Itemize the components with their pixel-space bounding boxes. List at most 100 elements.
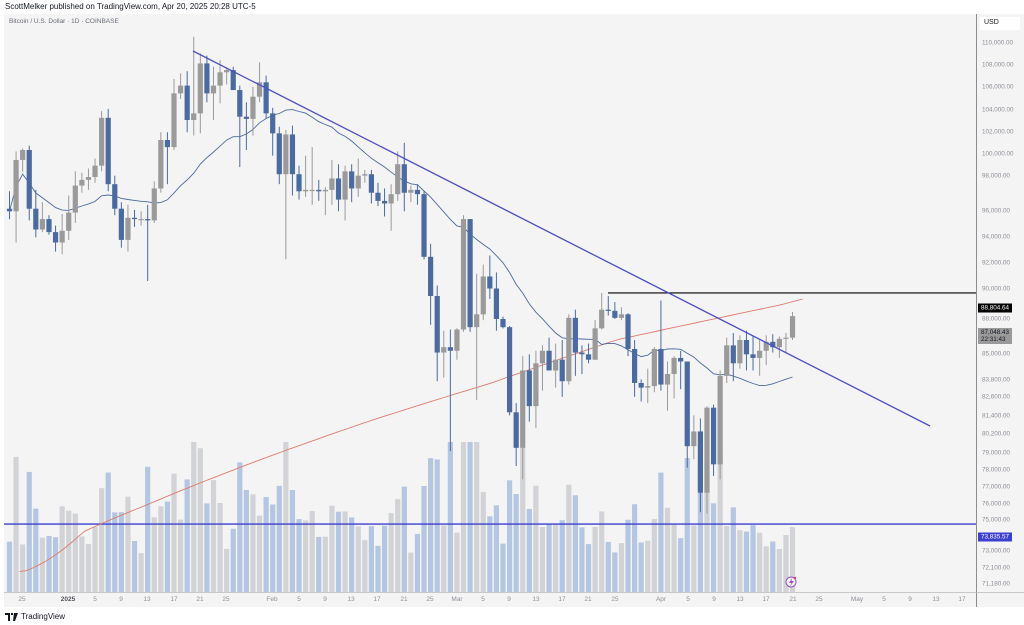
candle-body bbox=[381, 200, 388, 204]
price-tick: 76,000.00 bbox=[982, 500, 1011, 508]
candle-body bbox=[757, 350, 763, 358]
candle-body bbox=[487, 276, 493, 289]
volume-bar bbox=[92, 526, 98, 592]
volume-bar bbox=[441, 525, 447, 592]
volume-bar bbox=[474, 442, 480, 592]
time-tick: 9 bbox=[323, 596, 327, 603]
ma-short-line bbox=[9, 109, 793, 387]
candle-body bbox=[355, 175, 361, 189]
volume-bar bbox=[296, 519, 302, 592]
volume-bar bbox=[757, 532, 763, 592]
volume-bar bbox=[612, 552, 618, 592]
price-tick: 83,800.00 bbox=[982, 376, 1011, 384]
volume-bar bbox=[678, 538, 684, 592]
volume-bar bbox=[421, 486, 427, 592]
time-tick: 13 bbox=[347, 596, 355, 603]
candle-body bbox=[632, 348, 638, 383]
candle-body bbox=[691, 431, 697, 447]
candle-body bbox=[750, 354, 756, 358]
volume-bar bbox=[210, 480, 217, 592]
volume-bar bbox=[309, 510, 315, 592]
time-tick: 17 bbox=[373, 596, 381, 603]
time-tick: 13 bbox=[143, 596, 151, 603]
candle-body bbox=[526, 370, 532, 407]
candle-body bbox=[553, 359, 559, 371]
candle-body bbox=[289, 134, 296, 175]
volume-bar bbox=[39, 537, 45, 592]
volume-bar bbox=[138, 553, 144, 592]
volume-bar bbox=[599, 511, 605, 592]
volume-bar bbox=[454, 532, 460, 592]
price-tick: 77,000.00 bbox=[982, 483, 1011, 491]
symbol-legend: Bitcoin / U.S. Dollar · 1D · COINBASE bbox=[9, 18, 119, 25]
volume-bar bbox=[230, 528, 236, 592]
volume-bar bbox=[6, 541, 13, 592]
price-tick: 75,000.00 bbox=[982, 516, 1011, 524]
price-tick: 92,000.00 bbox=[982, 259, 1011, 267]
volume-bar bbox=[467, 442, 473, 592]
candle-body bbox=[467, 219, 473, 328]
candle-body bbox=[599, 309, 605, 329]
axis-corner bbox=[976, 592, 1024, 607]
candle-body bbox=[658, 348, 664, 385]
candle-body bbox=[684, 361, 690, 447]
price-axis[interactable]: USD 110,000.00 108,000.00 106,000.00 104,00… bbox=[976, 14, 1024, 592]
candle-body bbox=[618, 314, 625, 318]
candle-body bbox=[131, 217, 138, 220]
volume-bar bbox=[184, 479, 190, 592]
price-tick: 102,000.00 bbox=[982, 128, 1014, 136]
volume-bar bbox=[750, 525, 756, 592]
chart-plot-area[interactable]: Bitcoin / U.S. Dollar · 1D · COINBASE bbox=[4, 14, 976, 592]
candle-body bbox=[414, 189, 421, 195]
candle-body bbox=[645, 386, 651, 388]
time-tick: 17 bbox=[958, 596, 966, 603]
price-badge: 73,835.57 bbox=[978, 532, 1013, 542]
candle-body bbox=[112, 184, 118, 209]
volume-bar bbox=[381, 525, 388, 592]
volume-bar bbox=[46, 535, 52, 592]
volume-bar bbox=[533, 485, 539, 592]
time-tick: 21 bbox=[584, 596, 592, 603]
volume-bar bbox=[493, 505, 500, 592]
volume-bar bbox=[717, 453, 723, 592]
candle-body bbox=[105, 117, 111, 185]
volume-bar bbox=[401, 486, 407, 592]
candle-body bbox=[513, 412, 519, 448]
descending-trendline[interactable] bbox=[192, 50, 931, 427]
price-badge: 88,804.64 bbox=[978, 303, 1013, 313]
volume-bar bbox=[368, 526, 374, 592]
time-axis[interactable]: 25 2025 5 9 13 17 21 25 Feb 5 9 13 17 21 25 Mar 5 9 13 17 21… bbox=[4, 592, 976, 607]
candle-body bbox=[566, 317, 572, 382]
candle-body bbox=[460, 219, 467, 330]
event-marker-icon[interactable] bbox=[785, 576, 797, 588]
volume-bar bbox=[335, 511, 342, 592]
volume-bar bbox=[730, 507, 736, 592]
candle-body bbox=[678, 357, 684, 362]
volume-bar bbox=[164, 501, 171, 592]
volume-bar bbox=[342, 511, 348, 592]
candle-body bbox=[697, 431, 703, 493]
candle-body bbox=[401, 164, 407, 193]
candle-body bbox=[164, 140, 171, 148]
volume-bar bbox=[355, 526, 361, 592]
candle-body bbox=[625, 314, 631, 349]
candle-body bbox=[46, 219, 52, 233]
volume-bar bbox=[322, 536, 328, 592]
volume-bar bbox=[33, 508, 39, 592]
volume-bar bbox=[776, 549, 782, 592]
time-tick: 17 bbox=[558, 596, 566, 603]
time-tick: Apr bbox=[655, 596, 667, 603]
currency-label[interactable]: USD bbox=[980, 17, 1020, 30]
candle-body bbox=[421, 194, 427, 257]
candle-body bbox=[546, 350, 552, 371]
volume-bar bbox=[605, 541, 611, 592]
volume-bar bbox=[579, 527, 585, 592]
volume-bar bbox=[480, 491, 486, 592]
candle-body bbox=[151, 188, 157, 221]
volume-bar bbox=[20, 544, 26, 592]
candle-body bbox=[39, 219, 45, 230]
volume-bar bbox=[349, 517, 355, 592]
candle-body bbox=[59, 230, 65, 243]
candle-body bbox=[92, 165, 98, 178]
candle-body bbox=[579, 352, 585, 355]
